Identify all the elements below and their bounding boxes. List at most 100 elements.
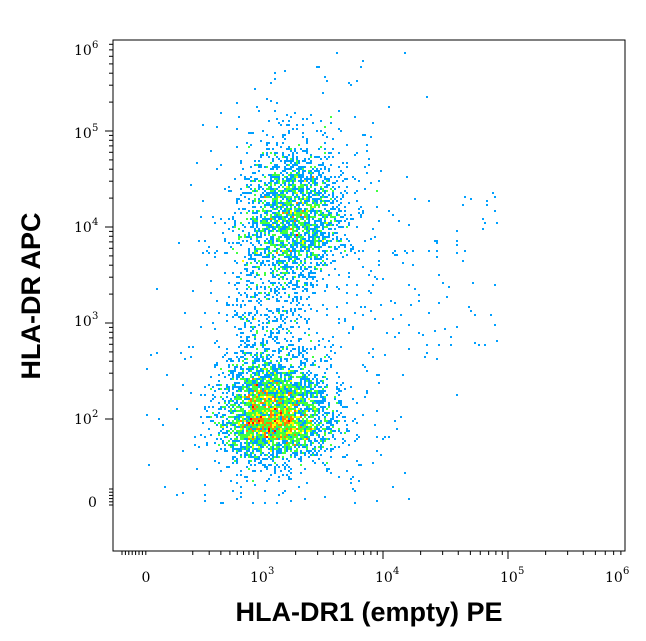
density-dot (270, 356, 272, 358)
density-dot (310, 390, 312, 392)
density-dot (276, 430, 278, 432)
density-dot (274, 418, 276, 420)
density-dot (282, 464, 284, 466)
density-dot (216, 424, 218, 426)
density-dot (234, 366, 236, 368)
density-dot (374, 276, 376, 278)
density-dot (246, 426, 248, 428)
density-dot (240, 278, 242, 280)
density-dot (334, 420, 336, 422)
density-dot (254, 194, 256, 196)
density-dot (324, 232, 326, 234)
density-dot (272, 234, 274, 236)
density-dot (380, 304, 382, 306)
density-dot (344, 234, 346, 236)
density-dot (298, 250, 300, 252)
density-dot (182, 492, 184, 494)
density-dot (254, 484, 256, 486)
density-dot (304, 498, 306, 500)
density-dot (338, 388, 340, 390)
density-dot (236, 300, 238, 302)
density-dot (268, 452, 270, 454)
density-dot (300, 380, 302, 382)
density-dot (338, 402, 340, 404)
density-dot (296, 220, 298, 222)
density-dot (246, 340, 248, 342)
density-dot (310, 184, 312, 186)
density-dot (224, 406, 226, 408)
density-dot (296, 246, 298, 248)
density-dot (264, 388, 266, 390)
density-dot (238, 422, 240, 424)
density-dot (244, 316, 246, 318)
density-dot (250, 258, 252, 260)
density-dot (270, 236, 272, 238)
density-dot (270, 242, 272, 244)
density-dot (324, 434, 326, 436)
density-dot (322, 402, 324, 404)
density-dot (310, 396, 312, 398)
density-dot (322, 398, 324, 400)
density-dot (248, 390, 250, 392)
density-dot (296, 208, 298, 210)
density-dot (320, 130, 322, 132)
density-dot (294, 252, 296, 254)
density-dot (300, 216, 302, 218)
density-dot (262, 396, 264, 398)
density-dot (406, 252, 408, 254)
density-dot (242, 434, 244, 436)
density-dot (312, 236, 314, 238)
density-dot (256, 232, 258, 234)
density-dot (324, 496, 326, 498)
density-dot (288, 186, 290, 188)
density-dot (236, 458, 238, 460)
density-dot (234, 396, 236, 398)
density-dot (350, 478, 352, 480)
density-dot (250, 300, 252, 302)
density-dot (282, 244, 284, 246)
density-dot (260, 222, 262, 224)
density-dot (266, 152, 268, 154)
density-dot (334, 430, 336, 432)
density-dot (274, 178, 276, 180)
density-dot (292, 372, 294, 374)
density-dot (304, 282, 306, 284)
density-dot (396, 428, 398, 430)
density-dot (222, 372, 224, 374)
density-dot (246, 268, 248, 270)
density-dot (412, 264, 414, 266)
density-dot (262, 458, 264, 460)
density-dot (260, 354, 262, 356)
density-dot (258, 240, 260, 242)
density-dot (284, 208, 286, 210)
density-dot (252, 364, 254, 366)
density-dot (262, 412, 264, 414)
density-dot (250, 464, 252, 466)
density-dot (302, 394, 304, 396)
density-dot (294, 162, 296, 164)
density-dot (298, 424, 300, 426)
density-dot (268, 224, 270, 226)
density-dot (324, 262, 326, 264)
density-dot (322, 406, 324, 408)
density-dot (272, 448, 274, 450)
density-dot (268, 204, 270, 206)
density-dot (320, 256, 322, 258)
density-dot (376, 278, 378, 280)
density-dot (270, 434, 272, 436)
density-dot (300, 422, 302, 424)
density-dot (286, 408, 288, 410)
density-dot (254, 222, 256, 224)
density-dot (212, 412, 214, 414)
density-dot (318, 218, 320, 220)
density-dot (246, 212, 248, 214)
density-dot (330, 222, 332, 224)
density-dot (282, 368, 284, 370)
density-dot (320, 454, 322, 456)
density-dot (292, 442, 294, 444)
density-dot (328, 234, 330, 236)
density-dot (248, 314, 250, 316)
density-dot (284, 426, 286, 428)
density-dot (286, 172, 288, 174)
density-dot (242, 418, 244, 420)
